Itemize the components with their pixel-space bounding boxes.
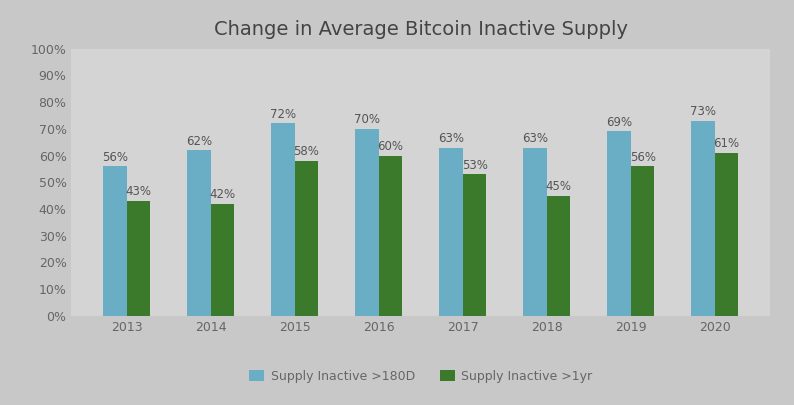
Text: 42%: 42% [210, 188, 236, 201]
Title: Change in Average Bitcoin Inactive Supply: Change in Average Bitcoin Inactive Suppl… [214, 20, 628, 39]
Bar [272, 124, 295, 316]
Bar [631, 166, 654, 316]
Bar [439, 147, 463, 316]
Text: 69%: 69% [606, 116, 632, 129]
Bar [210, 204, 234, 316]
Text: 56%: 56% [630, 151, 656, 164]
Text: 58%: 58% [294, 145, 319, 158]
Text: 72%: 72% [270, 108, 296, 121]
Text: 43%: 43% [125, 185, 152, 198]
Bar [355, 129, 379, 316]
Bar [127, 201, 150, 316]
Text: 45%: 45% [545, 180, 572, 193]
Text: 63%: 63% [522, 132, 548, 145]
Bar [715, 153, 738, 316]
Bar [523, 147, 547, 316]
Text: 73%: 73% [690, 105, 716, 118]
Text: 60%: 60% [378, 140, 403, 153]
Bar [692, 121, 715, 316]
Text: 70%: 70% [354, 113, 380, 126]
Bar [547, 196, 570, 316]
Text: 63%: 63% [438, 132, 464, 145]
Text: 56%: 56% [102, 151, 128, 164]
Text: 61%: 61% [714, 137, 740, 150]
Bar [607, 132, 631, 316]
Text: 53%: 53% [461, 159, 488, 172]
Bar [103, 166, 127, 316]
Text: 62%: 62% [186, 134, 212, 147]
Bar [463, 174, 487, 316]
Legend: Supply Inactive >180D, Supply Inactive >1yr: Supply Inactive >180D, Supply Inactive >… [245, 365, 597, 388]
Bar [295, 161, 318, 316]
Bar [187, 150, 210, 316]
Bar [379, 156, 403, 316]
